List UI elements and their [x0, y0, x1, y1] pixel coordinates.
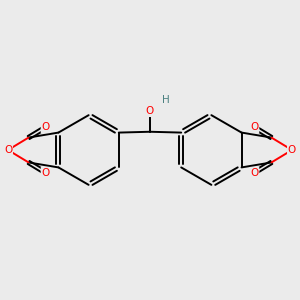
Text: O: O [288, 145, 296, 155]
Text: H: H [162, 95, 170, 105]
Text: O: O [4, 145, 12, 155]
Text: O: O [250, 168, 259, 178]
Text: O: O [250, 122, 259, 132]
Text: O: O [146, 106, 154, 116]
Text: O: O [41, 168, 50, 178]
Text: O: O [41, 122, 50, 132]
